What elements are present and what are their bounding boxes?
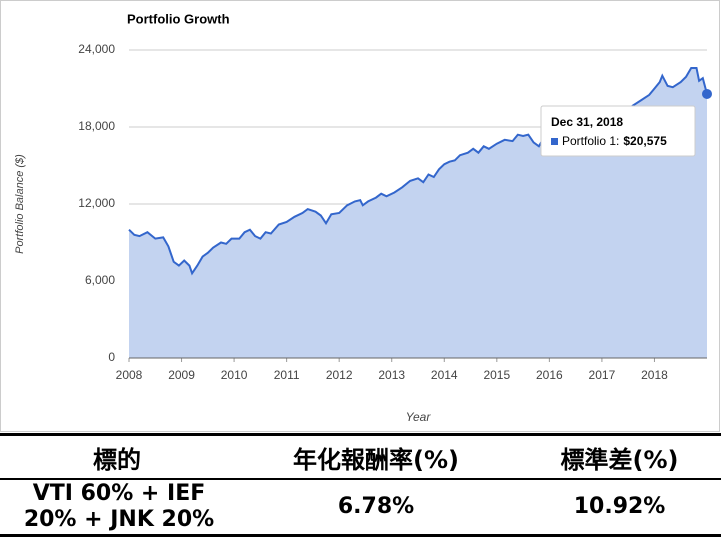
tooltip-value: $20,575 xyxy=(623,134,667,148)
x-tick-label: 2009 xyxy=(168,368,195,382)
tooltip-swatch xyxy=(551,138,558,145)
y-tick-label: 6,000 xyxy=(85,273,115,287)
x-tick-label: 2017 xyxy=(589,368,616,382)
x-tick-label: 2008 xyxy=(116,368,143,382)
y-tick-label: 24,000 xyxy=(78,42,115,56)
x-tick-label: 2012 xyxy=(326,368,353,382)
summary-table: 標的 年化報酬率(%) 標準差(%) VTI 60% + IEF 20% + J… xyxy=(0,433,721,537)
table-row: VTI 60% + IEF 20% + JNK 20% 6.78% 10.92% xyxy=(0,479,721,536)
header-cell: 標的 xyxy=(0,434,234,480)
tooltip-text: Portfolio 1: $20,575 xyxy=(562,134,667,148)
tooltip-box xyxy=(540,105,696,157)
highlight-point xyxy=(702,88,712,99)
tooltip-label: Portfolio 1: xyxy=(562,134,619,148)
y-tick-label: 0 xyxy=(108,350,115,364)
tooltip-date: Dec 31, 2018 xyxy=(551,115,623,129)
x-tick-label: 2018 xyxy=(641,368,668,382)
y-axis-label: Portfolio Balance ($) xyxy=(14,154,26,254)
x-tick-label: 2010 xyxy=(221,368,248,382)
x-tick-label: 2013 xyxy=(378,368,405,382)
header-cell: 年化報酬率(%) xyxy=(234,434,519,480)
chart: Portfolio Growth Year Portfolio Balance … xyxy=(0,0,720,432)
x-tick-label: 2014 xyxy=(431,368,458,382)
y-tick-label: 18,000 xyxy=(78,119,115,133)
table-cell: 10.92% xyxy=(573,494,666,519)
table-cell: 6.78% xyxy=(337,494,415,519)
x-tick-label: 2015 xyxy=(483,368,510,382)
header-cell: 標準差(%) xyxy=(518,434,721,480)
x-tick-label: 2011 xyxy=(274,368,300,382)
x-tick-label: 2016 xyxy=(536,368,563,382)
x-axis-label: Year xyxy=(406,410,432,424)
table-cell: VTI 60% + IEF 20% + JNK 20% xyxy=(23,481,215,532)
y-tick-label: 12,000 xyxy=(78,196,115,210)
header-row: 標的 年化報酬率(%) 標準差(%) xyxy=(0,434,721,480)
chart-title: Portfolio Growth xyxy=(127,11,230,26)
